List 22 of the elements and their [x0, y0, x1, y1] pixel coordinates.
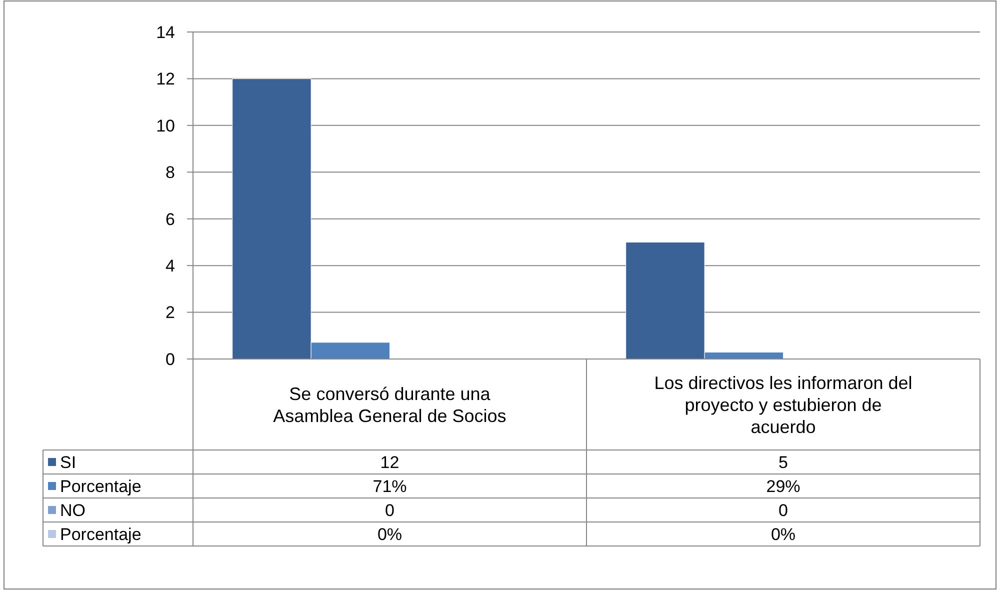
y-tick-label: 12 — [156, 70, 175, 89]
legend-label: NO — [60, 500, 86, 520]
y-tick-label: 6 — [166, 210, 175, 229]
legend-label: Porcentaje — [60, 524, 142, 544]
y-tick-label: 10 — [156, 116, 175, 136]
legend-label: SI — [60, 452, 76, 472]
legend-label: Porcentaje — [60, 476, 142, 496]
y-tick-label: 14 — [156, 22, 175, 42]
y-tick-label: 4 — [166, 256, 175, 276]
y-tick-label: 8 — [166, 163, 175, 182]
y-tick-label: 0 — [166, 350, 175, 369]
x-tick-label: Los directivos les informaron del proyecto y estubieron de acuerdo — [654, 372, 912, 437]
data-label: 29% — [766, 476, 800, 496]
data-label: 0 — [778, 500, 788, 520]
y-tick-label: 2 — [166, 303, 175, 322]
data-label: 5 — [778, 452, 788, 472]
data-label: 0% — [770, 524, 796, 544]
data-label: 0% — [377, 524, 402, 544]
x-tick-label: Se conversó durante una Asamblea General de Socios — [273, 384, 506, 426]
data-label: 12 — [380, 452, 400, 472]
data-label: 0 — [385, 500, 394, 520]
data-label: 71% — [372, 476, 407, 496]
